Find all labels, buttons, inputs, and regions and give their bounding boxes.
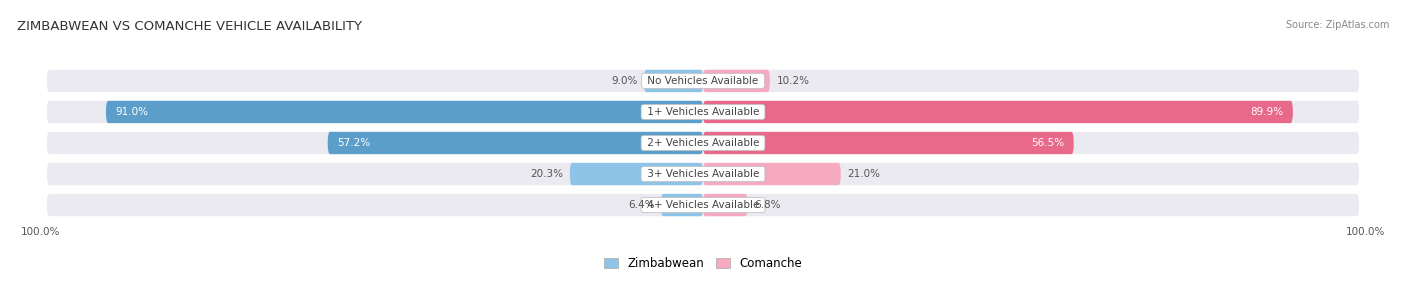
Text: Source: ZipAtlas.com: Source: ZipAtlas.com: [1285, 20, 1389, 30]
Text: 9.0%: 9.0%: [612, 76, 637, 86]
Text: 100.0%: 100.0%: [21, 227, 60, 237]
FancyBboxPatch shape: [46, 194, 1360, 216]
Text: 3+ Vehicles Available: 3+ Vehicles Available: [644, 169, 762, 179]
FancyBboxPatch shape: [703, 132, 1074, 154]
Text: 20.3%: 20.3%: [530, 169, 564, 179]
FancyBboxPatch shape: [46, 101, 1360, 123]
FancyBboxPatch shape: [46, 163, 1360, 185]
Text: 100.0%: 100.0%: [1346, 227, 1385, 237]
Text: 10.2%: 10.2%: [776, 76, 810, 86]
Text: ZIMBABWEAN VS COMANCHE VEHICLE AVAILABILITY: ZIMBABWEAN VS COMANCHE VEHICLE AVAILABIL…: [17, 20, 361, 33]
FancyBboxPatch shape: [46, 70, 1360, 92]
FancyBboxPatch shape: [105, 101, 703, 123]
Text: 2+ Vehicles Available: 2+ Vehicles Available: [644, 138, 762, 148]
FancyBboxPatch shape: [703, 163, 841, 185]
Legend: Zimbabwean, Comanche: Zimbabwean, Comanche: [599, 252, 807, 275]
Text: 4+ Vehicles Available: 4+ Vehicles Available: [644, 200, 762, 210]
FancyBboxPatch shape: [46, 132, 1360, 154]
Text: 89.9%: 89.9%: [1250, 107, 1284, 117]
FancyBboxPatch shape: [703, 101, 1294, 123]
Text: 6.8%: 6.8%: [754, 200, 780, 210]
FancyBboxPatch shape: [703, 194, 748, 216]
FancyBboxPatch shape: [328, 132, 703, 154]
FancyBboxPatch shape: [661, 194, 703, 216]
Text: 57.2%: 57.2%: [337, 138, 371, 148]
FancyBboxPatch shape: [644, 70, 703, 92]
Text: 6.4%: 6.4%: [628, 200, 654, 210]
Text: 21.0%: 21.0%: [848, 169, 880, 179]
Text: 1+ Vehicles Available: 1+ Vehicles Available: [644, 107, 762, 117]
Text: 91.0%: 91.0%: [115, 107, 149, 117]
FancyBboxPatch shape: [569, 163, 703, 185]
Text: 56.5%: 56.5%: [1031, 138, 1064, 148]
Text: No Vehicles Available: No Vehicles Available: [644, 76, 762, 86]
FancyBboxPatch shape: [703, 70, 770, 92]
